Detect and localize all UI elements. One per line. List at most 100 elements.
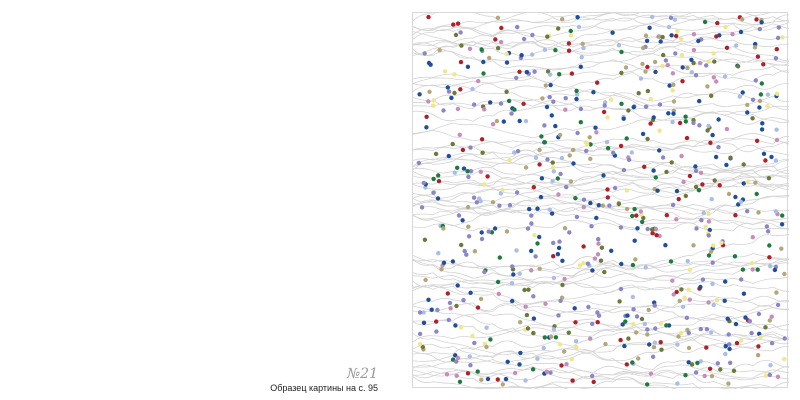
color-dot — [722, 74, 728, 79]
color-dot — [451, 22, 456, 27]
contour-line — [413, 139, 789, 155]
color-dot — [477, 196, 482, 201]
color-dot — [739, 277, 744, 282]
color-dot — [740, 267, 746, 272]
color-dot — [618, 286, 624, 292]
color-dot — [645, 226, 650, 232]
color-dot — [768, 264, 773, 269]
color-dot — [531, 330, 536, 336]
color-dot — [691, 32, 697, 37]
color-dot — [617, 299, 622, 304]
color-dot — [765, 229, 771, 234]
contour-line — [413, 371, 760, 389]
color-dot — [653, 175, 658, 180]
color-dot — [723, 24, 728, 30]
color-dot — [465, 371, 471, 376]
color-dot — [608, 97, 614, 102]
color-dot — [759, 127, 765, 132]
color-dot — [618, 225, 624, 230]
color-dot — [556, 313, 561, 318]
color-dot — [457, 379, 463, 384]
color-dot — [698, 326, 703, 332]
color-dot — [671, 82, 676, 88]
color-dot — [708, 330, 714, 335]
color-dot — [645, 382, 650, 387]
color-dot — [645, 88, 651, 94]
color-dot — [450, 259, 456, 264]
color-dot — [467, 354, 472, 359]
color-dot — [621, 116, 626, 121]
color-dot — [553, 123, 558, 129]
color-dot — [680, 304, 686, 309]
contour-line — [413, 135, 789, 153]
color-dot — [666, 24, 672, 30]
color-dot — [452, 170, 457, 175]
color-dot — [669, 33, 674, 38]
color-dot — [558, 298, 563, 303]
color-dot — [750, 97, 756, 103]
color-dot — [544, 104, 550, 110]
color-dot — [576, 24, 582, 30]
contour-line — [413, 376, 789, 389]
color-dot — [685, 258, 690, 264]
color-dot — [698, 359, 703, 364]
contour-line — [413, 22, 789, 49]
color-dot — [453, 353, 458, 358]
color-dot — [512, 107, 517, 112]
color-dot — [547, 94, 552, 100]
color-dot — [475, 369, 480, 374]
color-dot — [560, 17, 565, 22]
color-dot — [629, 150, 634, 155]
color-dot — [459, 242, 464, 248]
color-dot — [650, 14, 655, 20]
color-dot — [551, 169, 556, 174]
color-dot — [550, 160, 555, 165]
color-dot — [702, 19, 708, 25]
color-dot — [523, 118, 529, 124]
color-dot — [551, 240, 556, 246]
color-dot — [470, 86, 475, 92]
color-dot — [539, 176, 545, 181]
color-dot — [671, 99, 677, 104]
color-dot — [755, 353, 761, 358]
color-dot — [724, 126, 730, 132]
color-dot — [504, 89, 509, 95]
color-dot — [574, 96, 579, 102]
color-dot — [768, 363, 773, 368]
color-dot — [630, 360, 635, 365]
color-dot — [535, 206, 540, 211]
color-dot — [716, 117, 721, 122]
contour-line — [413, 367, 789, 381]
color-dot — [741, 181, 746, 186]
color-dot — [651, 115, 656, 120]
color-dot — [422, 51, 427, 56]
color-dot — [710, 132, 715, 138]
color-dot — [704, 345, 709, 350]
color-dot — [769, 154, 774, 160]
color-dot — [757, 331, 762, 336]
color-dot — [650, 231, 655, 236]
color-dot — [575, 130, 580, 136]
caption-text: Образец картины на с. 95 — [270, 383, 378, 393]
color-dot — [452, 72, 457, 77]
color-dot — [653, 326, 658, 331]
contour-line — [413, 13, 771, 36]
color-dot — [442, 69, 448, 74]
color-dot — [482, 269, 487, 275]
color-dot — [455, 355, 461, 361]
color-dot — [746, 179, 751, 184]
color-dot — [717, 183, 722, 188]
color-dot — [679, 52, 685, 58]
color-dot — [616, 201, 622, 207]
color-dot — [641, 45, 646, 51]
color-dot — [479, 47, 484, 52]
color-dot — [533, 254, 538, 259]
color-dot — [498, 101, 504, 106]
contour-line — [413, 148, 789, 191]
color-dot — [423, 185, 428, 190]
color-dot — [741, 162, 746, 167]
color-dot — [416, 160, 422, 166]
color-dot — [670, 278, 675, 283]
color-dot — [564, 184, 569, 190]
color-dot — [657, 128, 662, 133]
